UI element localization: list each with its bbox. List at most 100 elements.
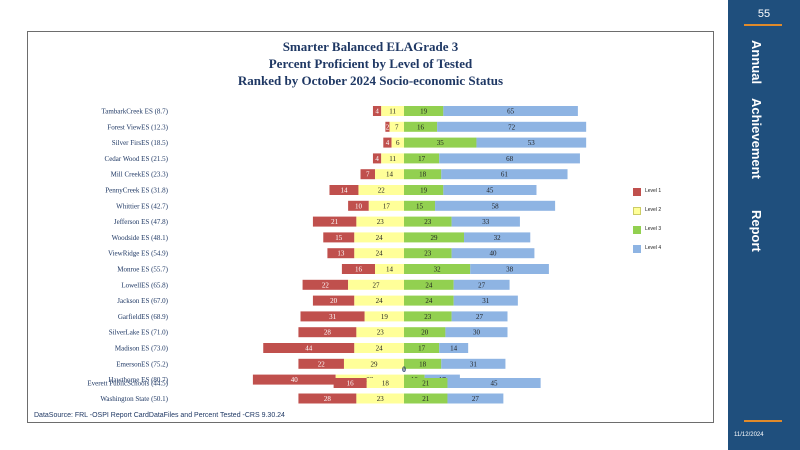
bar-level-3 xyxy=(404,378,448,388)
bar-level-3 xyxy=(404,279,454,290)
bar-level-4 xyxy=(451,311,508,322)
legend-label-level-3: Level 3 xyxy=(645,226,662,232)
bar-value-label: 22 xyxy=(378,187,386,195)
row-label: TambarkCreek ES (8.7) xyxy=(101,108,168,116)
bar-level-3 xyxy=(404,295,454,306)
bar-level-1 xyxy=(300,311,365,322)
bar-level-4 xyxy=(437,121,587,132)
bar-level-2 xyxy=(356,393,404,404)
row-label: Forest ViewES (12.3) xyxy=(107,123,168,131)
row-label: PennyCreek ES (31.8) xyxy=(105,187,168,195)
bar-value-label: 11 xyxy=(389,108,396,116)
bar-level-4 xyxy=(464,232,531,243)
bar-level-4 xyxy=(451,216,520,227)
bar-value-label: 14 xyxy=(386,266,394,274)
bar-value-label: 29 xyxy=(431,234,439,242)
bar-value-label: 31 xyxy=(482,297,490,305)
sidebar-divider-top xyxy=(744,24,782,26)
bar-level-3 xyxy=(404,169,442,180)
bar-value-label: 72 xyxy=(508,123,516,131)
bar-value-label: 22 xyxy=(318,360,326,368)
bar-value-label: 23 xyxy=(424,250,432,258)
bar-level-3 xyxy=(404,200,436,211)
bar-value-label: 32 xyxy=(494,234,502,242)
bar-value-label: 23 xyxy=(377,218,385,226)
bar-level-3 xyxy=(404,121,438,132)
bar-level-3 xyxy=(404,216,452,227)
bar-value-label: 21 xyxy=(331,218,339,226)
bar-value-label: 11 xyxy=(389,155,396,163)
bar-level-2 xyxy=(343,358,404,369)
bar-value-label: 28 xyxy=(324,395,332,403)
row-label: Silver FirsES (18.5) xyxy=(112,139,169,147)
legend-swatch-level-2 xyxy=(633,207,641,215)
chart-title-line-3: Ranked by October 2024 Socio-economic St… xyxy=(237,73,504,88)
legend-swatch-level-1 xyxy=(633,188,641,196)
bar-level-4 xyxy=(447,393,504,404)
bar-value-label: 31 xyxy=(470,360,478,368)
row-label: Madison ES (73.0) xyxy=(115,345,169,353)
bar-level-3 xyxy=(404,264,471,274)
row-label: Washington State (50.1) xyxy=(100,395,168,403)
bar-level-1 xyxy=(360,169,376,180)
row-label: EmersonES (75.2) xyxy=(116,360,168,368)
bar-value-label: 19 xyxy=(381,313,389,321)
chart-title-line-1: Smarter Balanced ELAGrade 3 xyxy=(282,39,459,54)
bar-level-2 xyxy=(381,153,404,164)
bar-value-label: 22 xyxy=(322,281,330,289)
bar-value-label: 23 xyxy=(377,329,385,337)
sidebar-title: Annual Achievement Report xyxy=(748,40,768,260)
bar-level-3 xyxy=(404,327,446,338)
bar-level-4 xyxy=(451,248,535,259)
bar-level-1 xyxy=(298,358,344,369)
bar-level-4 xyxy=(439,153,580,164)
slide-date: 11/12/2024 xyxy=(734,432,764,438)
bar-value-label: 44 xyxy=(305,345,313,353)
bar-level-2 xyxy=(364,311,404,322)
bar-level-2 xyxy=(366,378,404,388)
bar-level-3 xyxy=(404,393,448,404)
bar-value-label: 24 xyxy=(376,250,384,258)
bar-value-label: 45 xyxy=(486,187,494,195)
bar-level-4 xyxy=(439,343,469,353)
bar-level-1 xyxy=(372,153,382,164)
bar-value-label: 4 xyxy=(375,155,379,163)
sidebar-word-report: Report xyxy=(749,210,764,252)
bar-value-label: 14 xyxy=(340,187,348,195)
bar-level-1 xyxy=(263,343,355,353)
bar-level-3 xyxy=(404,358,442,369)
bar-level-4 xyxy=(443,106,578,116)
bar-value-label: 23 xyxy=(424,313,432,321)
bar-value-label: 31 xyxy=(329,313,337,321)
bar-value-label: 38 xyxy=(506,266,514,274)
bar-value-label: 45 xyxy=(491,380,499,388)
bar-level-1 xyxy=(385,121,390,132)
bar-level-2 xyxy=(356,327,404,338)
bar-value-label: 65 xyxy=(507,108,514,116)
bar-level-3 xyxy=(404,232,465,243)
bar-value-label: 61 xyxy=(501,171,509,179)
bar-value-label: 33 xyxy=(482,218,490,226)
bar-value-label: 30 xyxy=(473,329,481,337)
bar-level-2 xyxy=(348,279,404,290)
legend-swatch-level-3 xyxy=(633,226,641,234)
bar-value-label: 27 xyxy=(478,281,486,289)
bar-level-1 xyxy=(327,248,355,259)
bar-value-label: 28 xyxy=(324,329,332,337)
bar-value-label: 24 xyxy=(376,297,384,305)
bar-level-1 xyxy=(252,374,336,385)
data-source-note: DataSource: FRL -OSPI Report CardDataFil… xyxy=(34,412,285,419)
bar-value-label: 21 xyxy=(422,380,430,388)
legend-swatch-level-4 xyxy=(633,245,641,253)
row-label: Everett PublicSchools (44.5) xyxy=(87,380,168,388)
bar-level-1 xyxy=(312,216,357,227)
bar-value-label: 68 xyxy=(506,155,514,163)
bar-value-label: 32 xyxy=(434,266,442,274)
bar-value-label: 14 xyxy=(386,171,394,179)
row-label: Whittier ES (42.7) xyxy=(116,202,169,210)
bar-level-2 xyxy=(354,248,404,259)
bar-value-label: 14 xyxy=(450,345,458,353)
bar-value-label: 17 xyxy=(418,155,426,163)
bar-value-label: 2 xyxy=(386,123,390,131)
